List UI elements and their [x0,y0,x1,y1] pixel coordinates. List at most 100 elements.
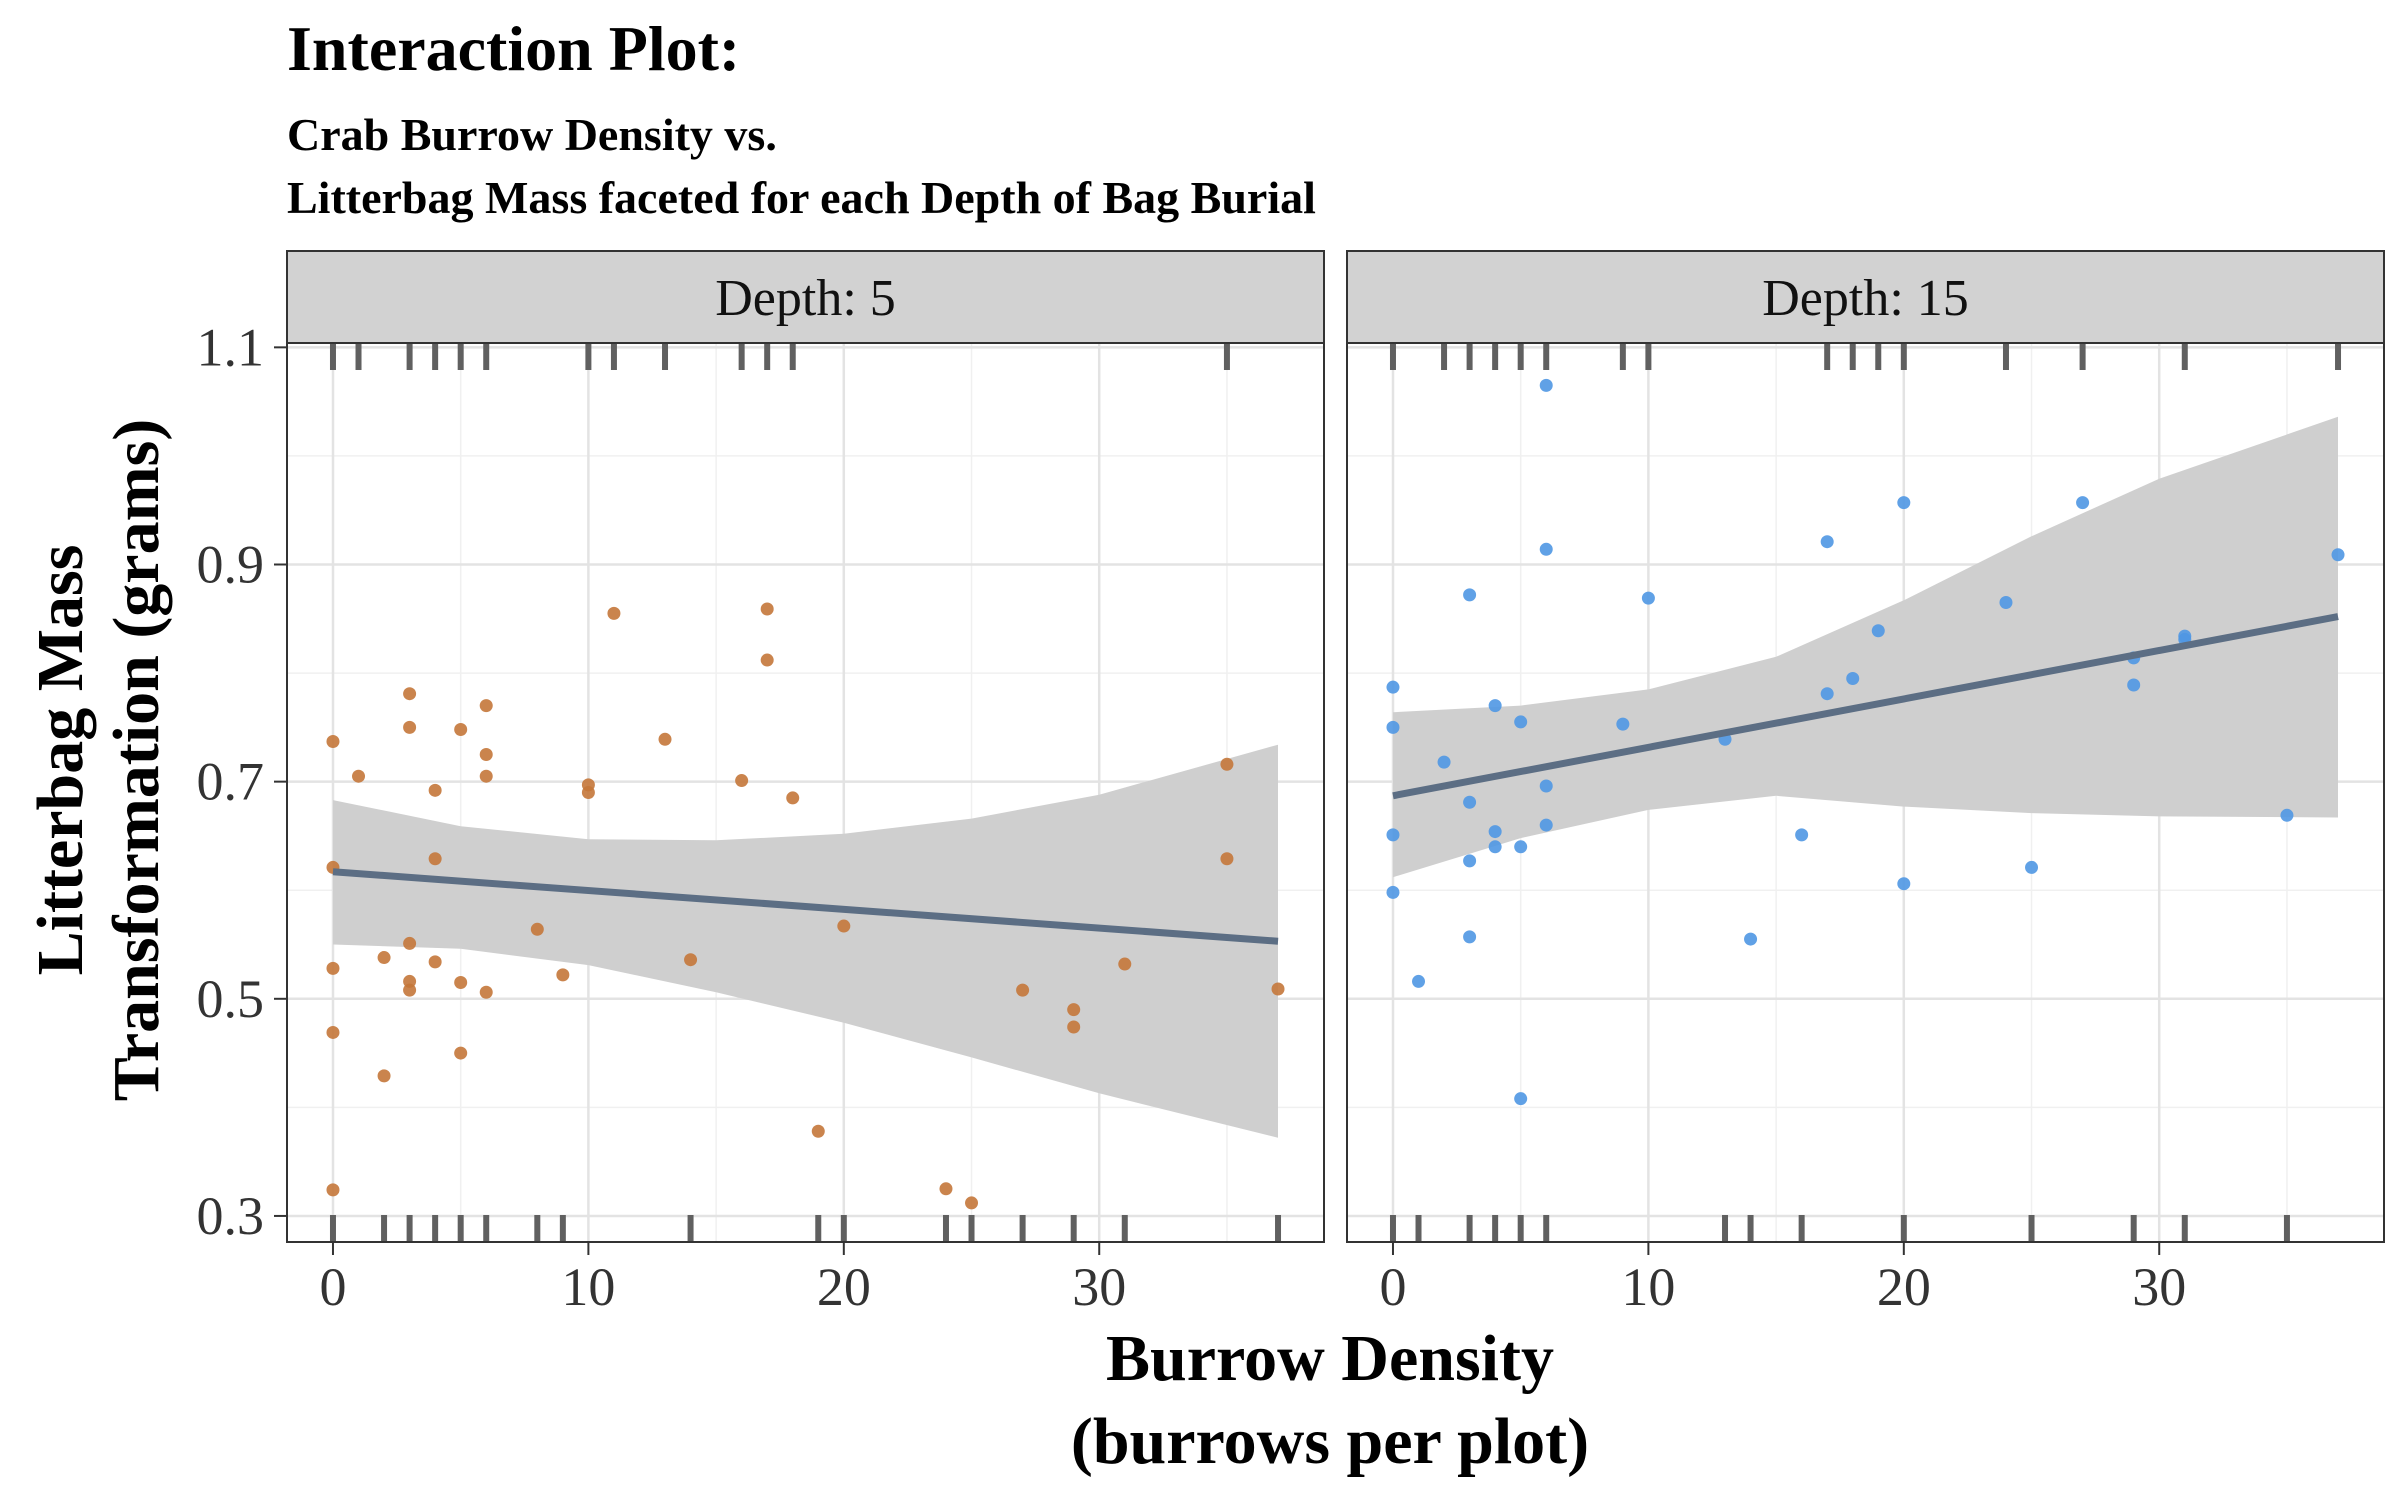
facet-strip [1346,250,2385,344]
data-point [428,955,442,969]
data-point [403,983,417,997]
data-point [1539,779,1553,793]
facet-panels: 0.3 0.5 0.7 0.9 1.1 Depth: 5 0 10 20 30 Depth: 15 0… [197,250,2385,1317]
x-tick-label: 0 [319,1257,346,1317]
data-point [1412,974,1426,988]
x-axis-title-line-2: (burrows per plot) [1071,1405,1589,1478]
chart-subtitle-line-1: Crab Burrow Density vs. [287,109,777,160]
data-point [479,699,493,713]
data-point [1514,840,1528,854]
data-point [1820,687,1834,701]
data-point [1999,595,2013,609]
x-tick-label: 20 [1877,1257,1931,1317]
data-point [735,774,749,788]
data-point [684,953,698,967]
x-tick-label: 30 [2132,1257,2186,1317]
facet-strip-label: Depth: 15 [1762,270,1969,327]
y-axis-title-line-1: Litterbag Mass [24,545,97,976]
x-axis-title-line-1: Burrow Density [1106,1322,1554,1395]
data-point [530,922,544,936]
data-point [658,732,672,746]
data-point [939,1182,953,1196]
data-point [479,769,493,783]
x-tick-label: 10 [1621,1257,1675,1317]
confidence-band [1393,416,2338,878]
data-point [454,723,468,737]
data-point [760,602,774,616]
data-point [1514,1092,1528,1106]
chart-title: Interaction Plot: [287,13,740,84]
data-point [403,936,417,950]
data-point [326,1025,340,1039]
data-point [786,791,800,805]
x-tick-label: 0 [1379,1257,1406,1317]
data-point [403,720,417,734]
data-point [581,786,595,799]
data-point [1220,852,1234,866]
data-point [1067,1003,1081,1017]
data-point [1463,930,1477,944]
data-point [607,606,621,620]
data-point [2331,548,2345,562]
y-tick-label: 1.1 [197,317,265,377]
facet-panel: Depth: 15 0 10 20 30 [1346,250,2385,1317]
data-point [1220,757,1234,771]
data-point [1897,877,1911,891]
data-point [1488,825,1502,839]
data-point [1386,680,1400,694]
data-point [760,653,774,667]
data-point [965,1196,979,1210]
x-tick-label: 30 [1072,1257,1126,1317]
data-point [454,976,468,990]
facet-panel: Depth: 5 0 10 20 30 [286,250,1325,1317]
data-point [1897,496,1911,510]
x-tick-label: 10 [561,1257,615,1317]
data-point [1016,983,1030,997]
data-point [1871,624,1885,638]
confidence-band [333,744,1278,1138]
data-point [428,783,442,797]
y-axis-title-line-2: Transformation (grams) [100,419,173,1102]
facet-strip-label: Depth: 5 [715,270,896,327]
data-point [1539,542,1553,556]
data-point [1437,755,1451,769]
y-tick-label: 0.7 [197,752,265,812]
data-point [1386,720,1400,734]
data-point [1846,671,1860,685]
data-point [377,1069,391,1083]
data-point [1514,715,1528,729]
data-point [352,769,366,783]
data-point [1539,818,1553,832]
data-point [326,734,340,748]
data-point [1463,854,1477,868]
data-point [1539,378,1553,392]
data-point [2280,808,2294,822]
data-point [1386,828,1400,842]
data-point [837,919,851,933]
data-point [428,852,442,866]
data-point [556,968,570,982]
data-point [1744,932,1758,946]
data-point [326,961,340,975]
data-point [454,1046,468,1060]
data-point [1795,828,1809,842]
panel-border [286,342,1325,1243]
data-point [479,747,493,761]
data-point [811,1124,825,1138]
data-point [1463,588,1477,602]
data-point [403,687,417,701]
x-tick-label: 20 [817,1257,871,1317]
data-point [1488,840,1502,854]
y-tick-label: 0.9 [197,534,265,594]
data-point [1271,982,1285,996]
data-point [1488,699,1502,713]
data-point [377,951,391,965]
data-point [1386,885,1400,899]
panel-border [1346,342,2385,1243]
y-axis-title: Litterbag Mass Transformation (grams) [24,419,173,1102]
data-point [2025,860,2039,874]
chart-subtitle-line-2: Litterbag Mass faceted for each Depth of… [287,172,1316,223]
data-point [479,985,493,999]
data-point [1118,957,1132,971]
